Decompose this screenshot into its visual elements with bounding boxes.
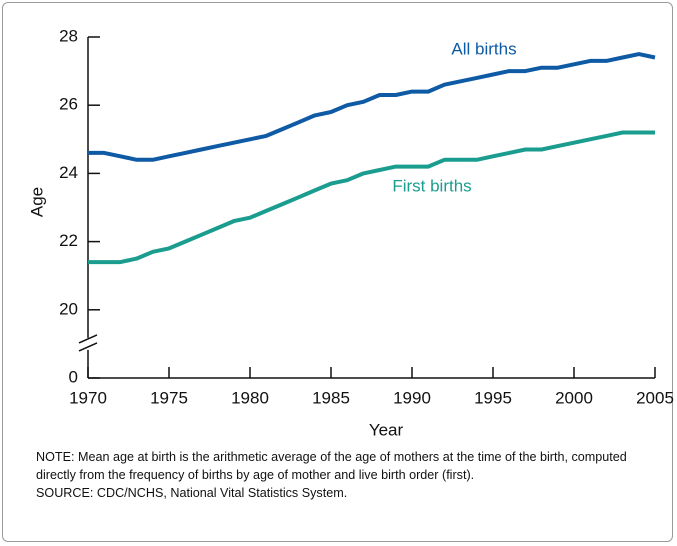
x-tick-label: 1995 (474, 388, 512, 407)
x-tick-label: 1990 (393, 388, 431, 407)
line-series (88, 130, 655, 265)
y-tick-label: 0 (69, 367, 78, 386)
x-axis-title: Year (369, 420, 404, 439)
y-tick-label: 22 (59, 231, 78, 250)
x-tick-label: 1980 (231, 388, 269, 407)
x-tick-label: 1970 (69, 388, 107, 407)
y-tick-label: 26 (59, 95, 78, 114)
y-tick-label: 28 (59, 26, 78, 45)
axis-break (78, 334, 98, 344)
y-tick-label: 20 (59, 299, 78, 318)
source: SOURCE: CDC/NCHS, National Vital Statist… (36, 486, 348, 500)
x-tick-label: 2005 (636, 388, 674, 407)
x-tick-label: 1975 (150, 388, 188, 407)
notes: NOTE: Mean age at birth is the arithmeti… (36, 448, 666, 502)
note: NOTE: Mean age at birth is the arithmeti… (36, 450, 627, 482)
x-tick-label: 1985 (312, 388, 350, 407)
series-label: First births (392, 176, 471, 195)
y-axis-title: Age (27, 187, 46, 217)
line-series (88, 52, 656, 162)
y-tick-label: 24 (59, 163, 78, 182)
x-tick-label: 2000 (555, 388, 593, 407)
axis-break (78, 342, 98, 352)
series-label: All births (451, 39, 516, 58)
